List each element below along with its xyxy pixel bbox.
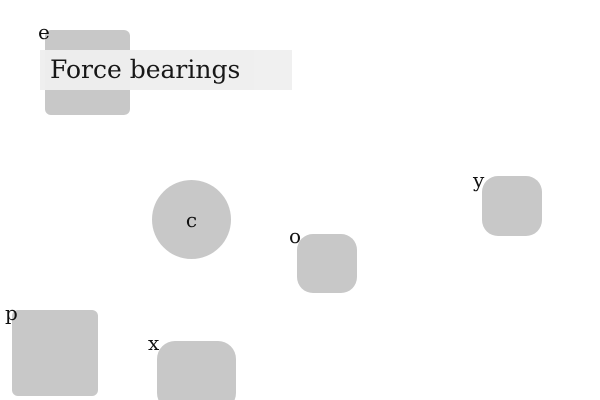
node-c-label: c [185,207,198,232]
node-p[interactable] [12,310,98,396]
title-bar: Force bearings [40,50,292,90]
node-p-label: p [5,301,18,325]
node-y-label: y [473,168,485,192]
node-y[interactable] [482,176,542,236]
node-e-label: e [38,20,50,44]
node-c[interactable]: c [152,180,231,259]
node-x-label: x [148,331,160,355]
node-o-label: o [289,224,302,248]
node-x[interactable] [157,341,236,400]
node-o[interactable] [297,234,357,293]
page-title: Force bearings [50,55,241,84]
